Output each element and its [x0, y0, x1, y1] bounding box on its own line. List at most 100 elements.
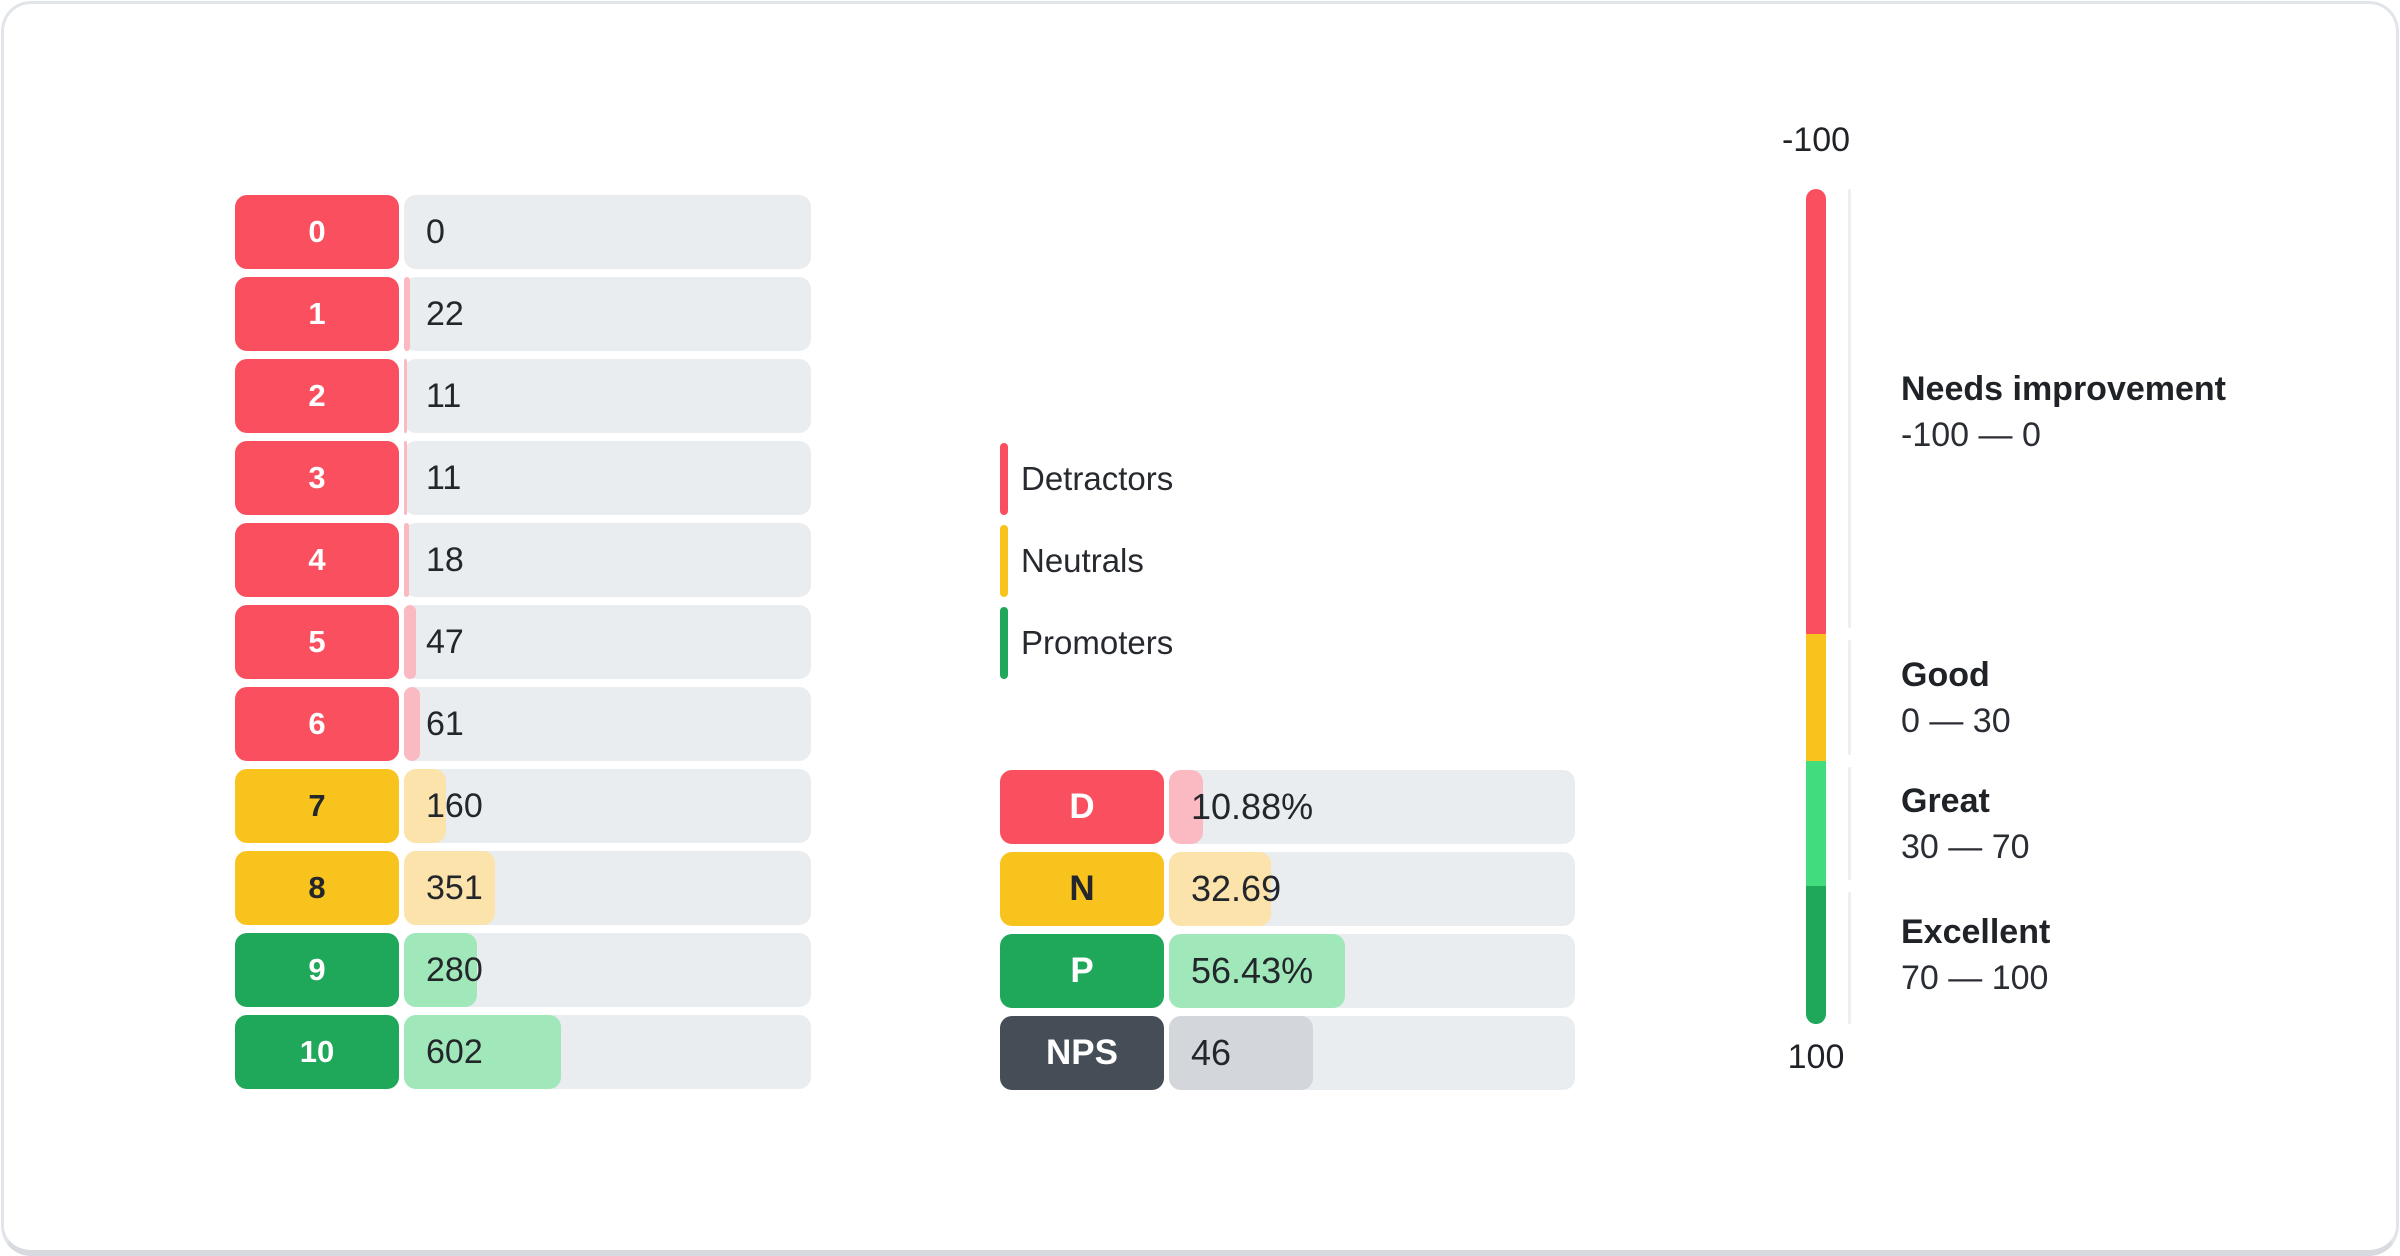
- bar-value: 351: [426, 868, 483, 907]
- bar-track: 160: [404, 769, 811, 843]
- bar-track: 0: [404, 195, 811, 269]
- bar-category-label: 7: [235, 769, 399, 843]
- gauge-range-values: 0 — 30: [1901, 701, 2011, 740]
- legend-swatch-icon: [1000, 607, 1008, 679]
- bar-track: 18: [404, 523, 811, 597]
- bar-fill: [404, 1015, 561, 1089]
- bar-row: 3 11: [235, 441, 811, 515]
- bar-fill: [404, 933, 477, 1007]
- bar-fill: [404, 523, 409, 597]
- bar-track: 56.43%: [1169, 934, 1575, 1008]
- nps-gauge-guide-line: [1848, 189, 1851, 1024]
- bar-value: 280: [426, 950, 483, 989]
- bar-track: 280: [404, 933, 811, 1007]
- bar-value: 11: [426, 458, 462, 497]
- bar-category-label: 9: [235, 933, 399, 1007]
- gauge-bottom-label: 100: [1787, 1038, 1845, 1076]
- bar-fill: [404, 687, 420, 761]
- bar-fill: [404, 359, 407, 433]
- bar-row: 7 160: [235, 769, 811, 843]
- bar-fill: [1169, 770, 1203, 844]
- bar-value: 47: [426, 622, 464, 661]
- bar-row: 6 61: [235, 687, 811, 761]
- bar-category-label: 5: [235, 605, 399, 679]
- bar-row: 9 280: [235, 933, 811, 1007]
- bar-category-label: 10: [235, 1015, 399, 1089]
- gauge-segment: [1806, 634, 1826, 761]
- gauge-range-values: -100 — 0: [1901, 415, 2041, 454]
- bar-category-label: 8: [235, 851, 399, 925]
- legend-item[interactable]: Detractors: [1000, 443, 1173, 515]
- legend-item[interactable]: Neutrals: [1000, 525, 1173, 597]
- bar-row: 1 22: [235, 277, 811, 351]
- bar-track: 11: [404, 441, 811, 515]
- bar-row: 0 0: [235, 195, 811, 269]
- bar-value: 602: [426, 1032, 483, 1071]
- gauge-top-label: -100: [1781, 121, 1851, 159]
- gauge-guide-segment: [1848, 767, 1851, 880]
- bar-row: 4 18: [235, 523, 811, 597]
- gauge-range-block: Good 0 — 30: [1901, 652, 2011, 744]
- bar-value: 18: [426, 540, 464, 579]
- bar-value: 160: [426, 786, 483, 825]
- bar-track: 46: [1169, 1016, 1575, 1090]
- bar-category-label: 4: [235, 523, 399, 597]
- bar-value: 22: [426, 294, 464, 333]
- bar-fill: [404, 851, 496, 925]
- bar-fill: [404, 441, 407, 515]
- bar-fill: [1169, 852, 1272, 926]
- bar-value: 56.43%: [1191, 950, 1314, 991]
- bar-row: D 10.88%: [1000, 770, 1575, 844]
- gauge-segment: [1806, 761, 1826, 886]
- nps-gauge-bar: [1806, 189, 1826, 1024]
- bar-value: 61: [426, 704, 464, 743]
- bar-track: 602: [404, 1015, 811, 1089]
- bar-value: 46: [1191, 1032, 1232, 1073]
- bar-row: 10 602: [235, 1015, 811, 1089]
- bar-track: 61: [404, 687, 811, 761]
- bar-fill: [1169, 934, 1346, 1008]
- bar-row: 5 47: [235, 605, 811, 679]
- legend-swatch-icon: [1000, 525, 1008, 597]
- bar-track: 10.88%: [1169, 770, 1575, 844]
- bar-category-label: 6: [235, 687, 399, 761]
- gauge-range-title: Good: [1901, 655, 1990, 694]
- bar-row: P 56.43%: [1000, 934, 1575, 1008]
- bar-row: N 32.69: [1000, 852, 1575, 926]
- bar-track: 22: [404, 277, 811, 351]
- bar-track: 351: [404, 851, 811, 925]
- legend-item-label: Promoters: [1021, 624, 1174, 661]
- gauge-guide-segment: [1848, 189, 1851, 628]
- legend-item[interactable]: Promoters: [1000, 607, 1173, 679]
- bar-track: 11: [404, 359, 811, 433]
- legend-item-label: Neutrals: [1021, 542, 1144, 579]
- bar-track: 47: [404, 605, 811, 679]
- gauge-range-values: 30 — 70: [1901, 827, 2030, 866]
- bar-fill: [404, 605, 417, 679]
- bar-category-label: 2: [235, 359, 399, 433]
- bar-value: 11: [426, 376, 462, 415]
- gauge-range-block: Great 30 — 70: [1901, 778, 2030, 870]
- gauge-segment: [1806, 886, 1826, 1024]
- nps-summary-chart: D 10.88% N 32.69 P 56.43% NPS 46: [1000, 770, 1575, 1090]
- legend: Detractors Neutrals Promoters: [1000, 443, 1173, 679]
- gauge-range-block: Needs improvement -100 — 0: [1901, 366, 2226, 458]
- gauge-range-values: 70 — 100: [1901, 959, 2049, 997]
- bar-value: 32.69: [1191, 868, 1282, 909]
- bar-row: 8 351: [235, 851, 811, 925]
- gauge-range-title: Excellent: [1901, 913, 2051, 951]
- bar-row: 2 11: [235, 359, 811, 433]
- bar-row: NPS 46: [1000, 1016, 1575, 1090]
- bar-value: 0: [426, 212, 445, 251]
- legend-item-label: Detractors: [1021, 460, 1174, 497]
- gauge-range-title: Great: [1901, 781, 1990, 820]
- bar-track: 32.69: [1169, 852, 1575, 926]
- gauge-range-block: Excellent 70 — 100: [1901, 909, 2050, 1001]
- bar-category-label: N: [1000, 852, 1164, 926]
- bar-fill: [1169, 1016, 1313, 1090]
- bar-fill: [404, 277, 410, 351]
- bar-category-label: 3: [235, 441, 399, 515]
- gauge-segment: [1806, 189, 1826, 634]
- bar-category-label: 0: [235, 195, 399, 269]
